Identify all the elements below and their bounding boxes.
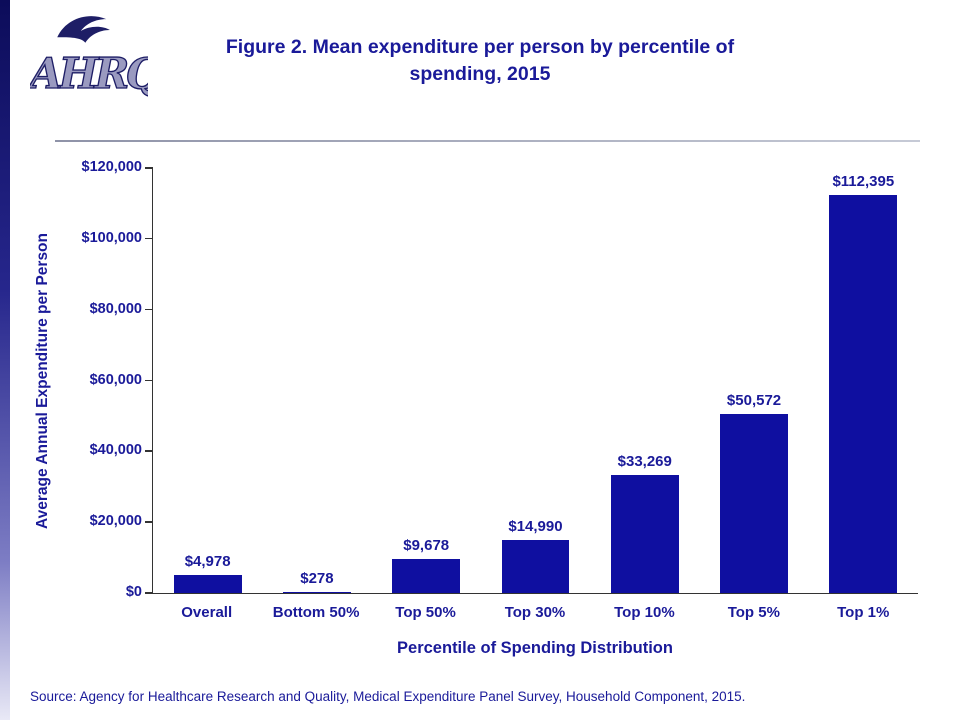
bar-value-label: $278 [300,570,334,587]
bar [829,195,898,593]
y-axis-tick-label: $40,000 [89,442,142,459]
y-axis-tick-label: $0 [125,584,142,600]
bar-slot: $9,678 [372,168,481,593]
source-note: Source: Agency for Healthcare Research a… [30,689,746,704]
x-axis-category-label: Overall [181,604,233,621]
ahrq-logo-text: AHRQ [30,49,148,98]
bar-slot: $33,269 [590,168,699,593]
bar [720,414,788,593]
y-axis-tick-label: $60,000 [89,371,142,388]
bar-value-label: $33,269 [617,453,672,470]
y-axis-tick-mark [145,167,153,169]
y-axis-tick-mark [145,592,153,594]
bar [392,559,461,593]
bar-slot: $4,978 [153,168,262,593]
y-axis-title-cell: Average Annual Expenditure per Person [28,168,58,594]
y-axis-title: Average Annual Expenditure per Person [34,232,51,529]
chart: Average Annual Expenditure per Person $0… [28,159,918,658]
x-axis-category-label: Top 1% [837,604,890,621]
x-axis-title: Percentile of Spending Distribution [397,639,673,657]
bar-value-label: $4,978 [184,553,231,570]
bar-value-label: $14,990 [508,518,563,535]
y-axis-tick-label: $20,000 [89,513,142,530]
left-accent-bar [0,0,10,720]
header-divider [55,140,920,142]
figure-title-line1: Figure 2. Mean expenditure per person by… [225,36,735,58]
bar-slot: $112,395 [809,168,918,593]
bar-slot: $14,990 [481,168,590,593]
y-axis-tick-mark [145,521,153,523]
bar-value-label: $50,572 [726,392,782,409]
figure-title-line2: spending, 2015 [409,63,551,86]
y-axis-tick-label: $80,000 [89,300,142,317]
y-axis-tick-label: $120,000 [81,159,142,175]
eagle-icon [57,16,110,43]
x-axis-category-labels: Overall Bottom 50% Top 50% Top 30% Top 10% To… [152,604,918,621]
header: AHRQ Figure 2. Mean expenditure per pers… [0,0,960,138]
bar [173,575,242,593]
bar [501,540,570,593]
bar-slot: $278 [262,168,371,593]
y-axis-tick-mark [145,308,153,311]
x-axis-category-label: Top 30% [504,604,566,621]
y-axis-tick-mark [145,237,153,240]
y-axis-tick-mark [145,450,153,452]
bar-value-label: $112,395 [832,173,895,190]
bars-container: $4,978 $278 $9,678 $14,990 $33,269 $50,572 $11… [153,168,918,593]
y-axis-tick-labels: $0 $20,000 $40,000 $60,000 $80,000 $100,000 $1… [58,159,152,600]
x-axis-category-label: Bottom 50% [272,604,360,621]
ahrq-logo: AHRQ [30,16,148,99]
bar-value-label: $9,678 [403,537,450,554]
bar [610,475,679,593]
x-axis-title-spacer [28,621,152,658]
x-axis-category-label: Top 50% [395,604,456,621]
x-axis-category-label: Top 10% [614,604,675,621]
y-axis-tick-mark [145,379,153,381]
bar [283,592,351,593]
bar-slot: $50,572 [699,168,808,593]
plot-area: $4,978 $278 $9,678 $14,990 $33,269 $50,572 $11… [145,167,918,594]
x-axis-category-label: Top 5% [727,604,780,621]
figure-title: Figure 2. Mean expenditure per person by… [0,0,960,89]
y-axis-tick-label: $100,000 [81,229,142,246]
